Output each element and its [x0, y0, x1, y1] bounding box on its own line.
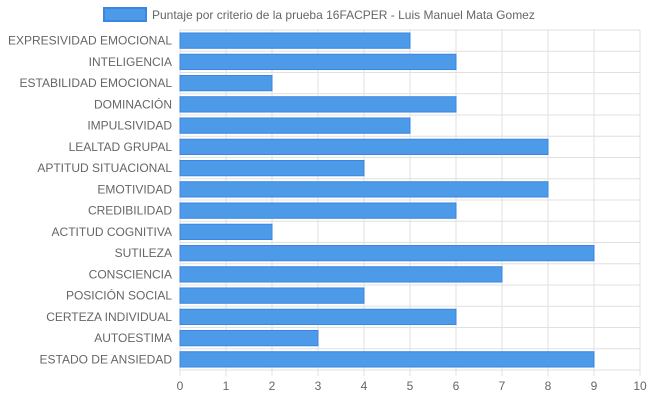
- legend-label: Puntaje por criterio de la prueba 16FACP…: [152, 8, 535, 22]
- category-label: CERTEZA INDIVIDUAL: [46, 310, 172, 324]
- x-tick-label: 7: [499, 379, 506, 393]
- x-tick-label: 10: [633, 379, 647, 393]
- bar[interactable]: [179, 223, 273, 241]
- category-label: ACTITUD COGNITIVA: [52, 225, 172, 239]
- bar[interactable]: [179, 202, 457, 219]
- category-label: DOMINACIÓN: [94, 96, 172, 111]
- bar[interactable]: [179, 266, 503, 283]
- bar[interactable]: [179, 329, 319, 347]
- category-label: ESTADO DE ANSIEDAD: [40, 352, 173, 366]
- x-tick-label: 2: [269, 379, 276, 393]
- chart-legend[interactable]: Puntaje por criterio de la prueba 16FACP…: [103, 7, 535, 22]
- bar[interactable]: [179, 244, 595, 262]
- legend-swatch: [103, 7, 147, 22]
- x-tick-label: 5: [407, 379, 414, 393]
- x-tick-label: 9: [591, 379, 598, 393]
- bar[interactable]: [179, 32, 411, 49]
- category-label: CREDIBILIDAD: [88, 204, 172, 218]
- bar[interactable]: [179, 96, 457, 113]
- category-label: EXPRESIVIDAD EMOCIONAL: [8, 34, 172, 48]
- category-label: IMPULSIVIDAD: [87, 119, 172, 133]
- x-tick-label: 1: [223, 379, 230, 393]
- bar[interactable]: [179, 138, 549, 156]
- bar[interactable]: [179, 53, 457, 71]
- bar[interactable]: [179, 308, 457, 326]
- x-tick-label: 4: [361, 379, 368, 393]
- category-label: EMOTIVIDAD: [97, 182, 172, 196]
- category-label: ESTABILIDAD EMOCIONAL: [20, 76, 173, 90]
- category-label: POSICIÓN SOCIAL: [66, 288, 172, 303]
- category-label: INTELIGENCIA: [89, 55, 172, 69]
- bar[interactable]: [179, 74, 273, 92]
- category-label: LEALTAD GRUPAL: [69, 140, 173, 154]
- x-tick-label: 0: [177, 379, 184, 393]
- x-tick-label: 6: [453, 379, 460, 393]
- category-labels: EXPRESIVIDAD EMOCIONAL INTELIGENCIA ESTABI…: [8, 34, 172, 367]
- bar[interactable]: [179, 287, 365, 304]
- x-axis-tick-labels: 0 1 2 3 4 5 6 7 8 9 10: [177, 379, 647, 393]
- category-label: CONSCIENCIA: [89, 267, 172, 281]
- category-label: APTITUD SITUACIONAL: [37, 161, 172, 175]
- x-tick-label: 3: [315, 379, 322, 393]
- bar[interactable]: [179, 181, 549, 198]
- category-label: AUTOESTIMA: [94, 331, 172, 345]
- x-tick-label: 8: [545, 379, 552, 393]
- bar[interactable]: [179, 117, 411, 134]
- bar[interactable]: [179, 351, 595, 368]
- category-label: SUTILEZA: [115, 246, 172, 260]
- bars: [179, 32, 595, 368]
- bar[interactable]: [179, 159, 365, 177]
